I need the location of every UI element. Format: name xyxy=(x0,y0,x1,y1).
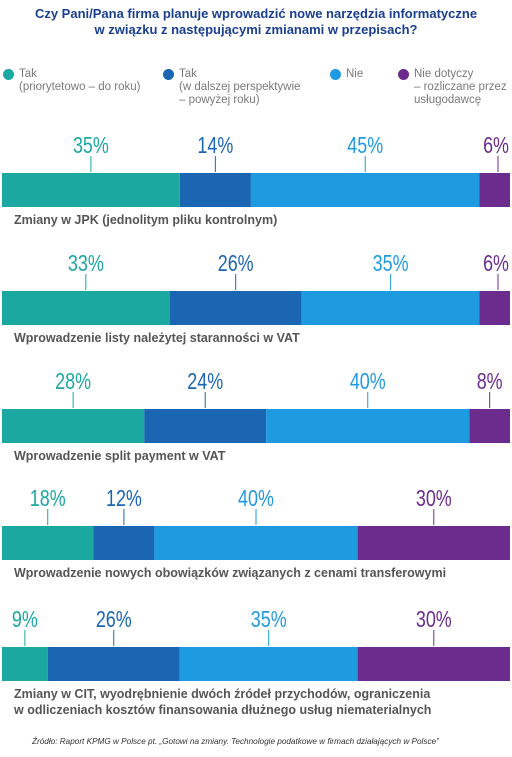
value-label: 18% xyxy=(30,486,66,512)
category-label: Wprowadzenie nowych obowiązków związanyc… xyxy=(14,566,446,580)
value-label: 8% xyxy=(477,369,503,395)
value-label: 28% xyxy=(55,369,91,395)
value-label: 26% xyxy=(218,251,254,277)
value-label: 33% xyxy=(68,251,104,277)
value-label: 6% xyxy=(483,251,509,277)
bar-segment xyxy=(93,526,155,560)
bar-segment xyxy=(154,526,358,560)
category-label: Zmiany w JPK (jednolitym pliku kontrolny… xyxy=(14,213,277,227)
legend-swatch-purple xyxy=(398,69,409,80)
bar-segment xyxy=(2,291,170,325)
value-label: 40% xyxy=(350,369,386,395)
value-label: 12% xyxy=(106,486,142,512)
value-label: 14% xyxy=(197,133,233,159)
category-label: Wprowadzenie listy należytej staranności… xyxy=(14,331,300,345)
bar-segment xyxy=(469,409,510,443)
legend-swatch-teal xyxy=(3,69,14,80)
bar-segment xyxy=(2,526,94,560)
bar-segment xyxy=(2,647,48,681)
bar-segment xyxy=(2,409,145,443)
legend-label: (w dalszej perspektywie xyxy=(179,81,301,93)
value-label: 35% xyxy=(373,251,409,277)
category-label: Wprowadzenie split payment w VAT xyxy=(14,449,226,463)
bar-segment xyxy=(250,173,480,207)
value-label: 30% xyxy=(416,607,452,633)
value-label: 35% xyxy=(251,607,287,633)
category-label: Zmiany w CIT, wyodrębnienie dwóch źródeł… xyxy=(14,687,431,701)
legend-label: Tak xyxy=(179,68,197,80)
legend-swatch-light-blue xyxy=(330,69,341,80)
value-label: 40% xyxy=(238,486,274,512)
chart-title: Czy Pani/Pana firma planuje wprowadzić n… xyxy=(0,6,512,38)
value-label: 26% xyxy=(96,607,132,633)
legend-label: – powyżej roku) xyxy=(179,94,260,106)
legend: Tak (priorytetowo – do roku) Tak (w dals… xyxy=(0,68,512,112)
legend-label: Tak xyxy=(19,68,37,80)
bar-segment xyxy=(479,291,510,325)
value-label: 35% xyxy=(73,133,109,159)
legend-label: usługodawcę xyxy=(414,94,482,106)
bar-segment xyxy=(47,647,180,681)
bar-segment xyxy=(479,173,510,207)
category-label: w odliczeniach kosztów finansowania dłuż… xyxy=(13,703,431,717)
bar-segment xyxy=(179,173,251,207)
value-label: 45% xyxy=(347,133,383,159)
bar-segment xyxy=(266,409,470,443)
source-note: Źródło: Raport KPMG w Polsce pt. „Gotowi… xyxy=(32,737,439,746)
bar-segment xyxy=(179,647,358,681)
value-label: 6% xyxy=(483,133,509,159)
value-label: 30% xyxy=(416,486,452,512)
legend-label: (priorytetowo – do roku) xyxy=(19,81,141,93)
bar-segment xyxy=(357,647,510,681)
bar-segment xyxy=(357,526,510,560)
legend-label: – rozliczane przez xyxy=(414,81,507,93)
legend-label: Nie xyxy=(346,68,364,80)
value-label: 24% xyxy=(187,369,223,395)
legend-label: Nie dotyczy xyxy=(414,68,474,80)
bar-segment xyxy=(301,291,480,325)
bar-segment xyxy=(2,173,180,207)
chart-title-line-2: w związku z następującymi zmianami w prz… xyxy=(94,22,418,37)
value-label: 9% xyxy=(12,607,38,633)
bar-segment xyxy=(144,409,267,443)
chart-title-line-1: Czy Pani/Pana firma planuje wprowadzić n… xyxy=(34,6,478,21)
bar-segment xyxy=(169,291,302,325)
legend-swatch-blue xyxy=(163,69,174,80)
stacked-bar-chart: 35% 14% 45% 6% Zmiany w JPK (jednolitym plik… xyxy=(2,133,510,717)
